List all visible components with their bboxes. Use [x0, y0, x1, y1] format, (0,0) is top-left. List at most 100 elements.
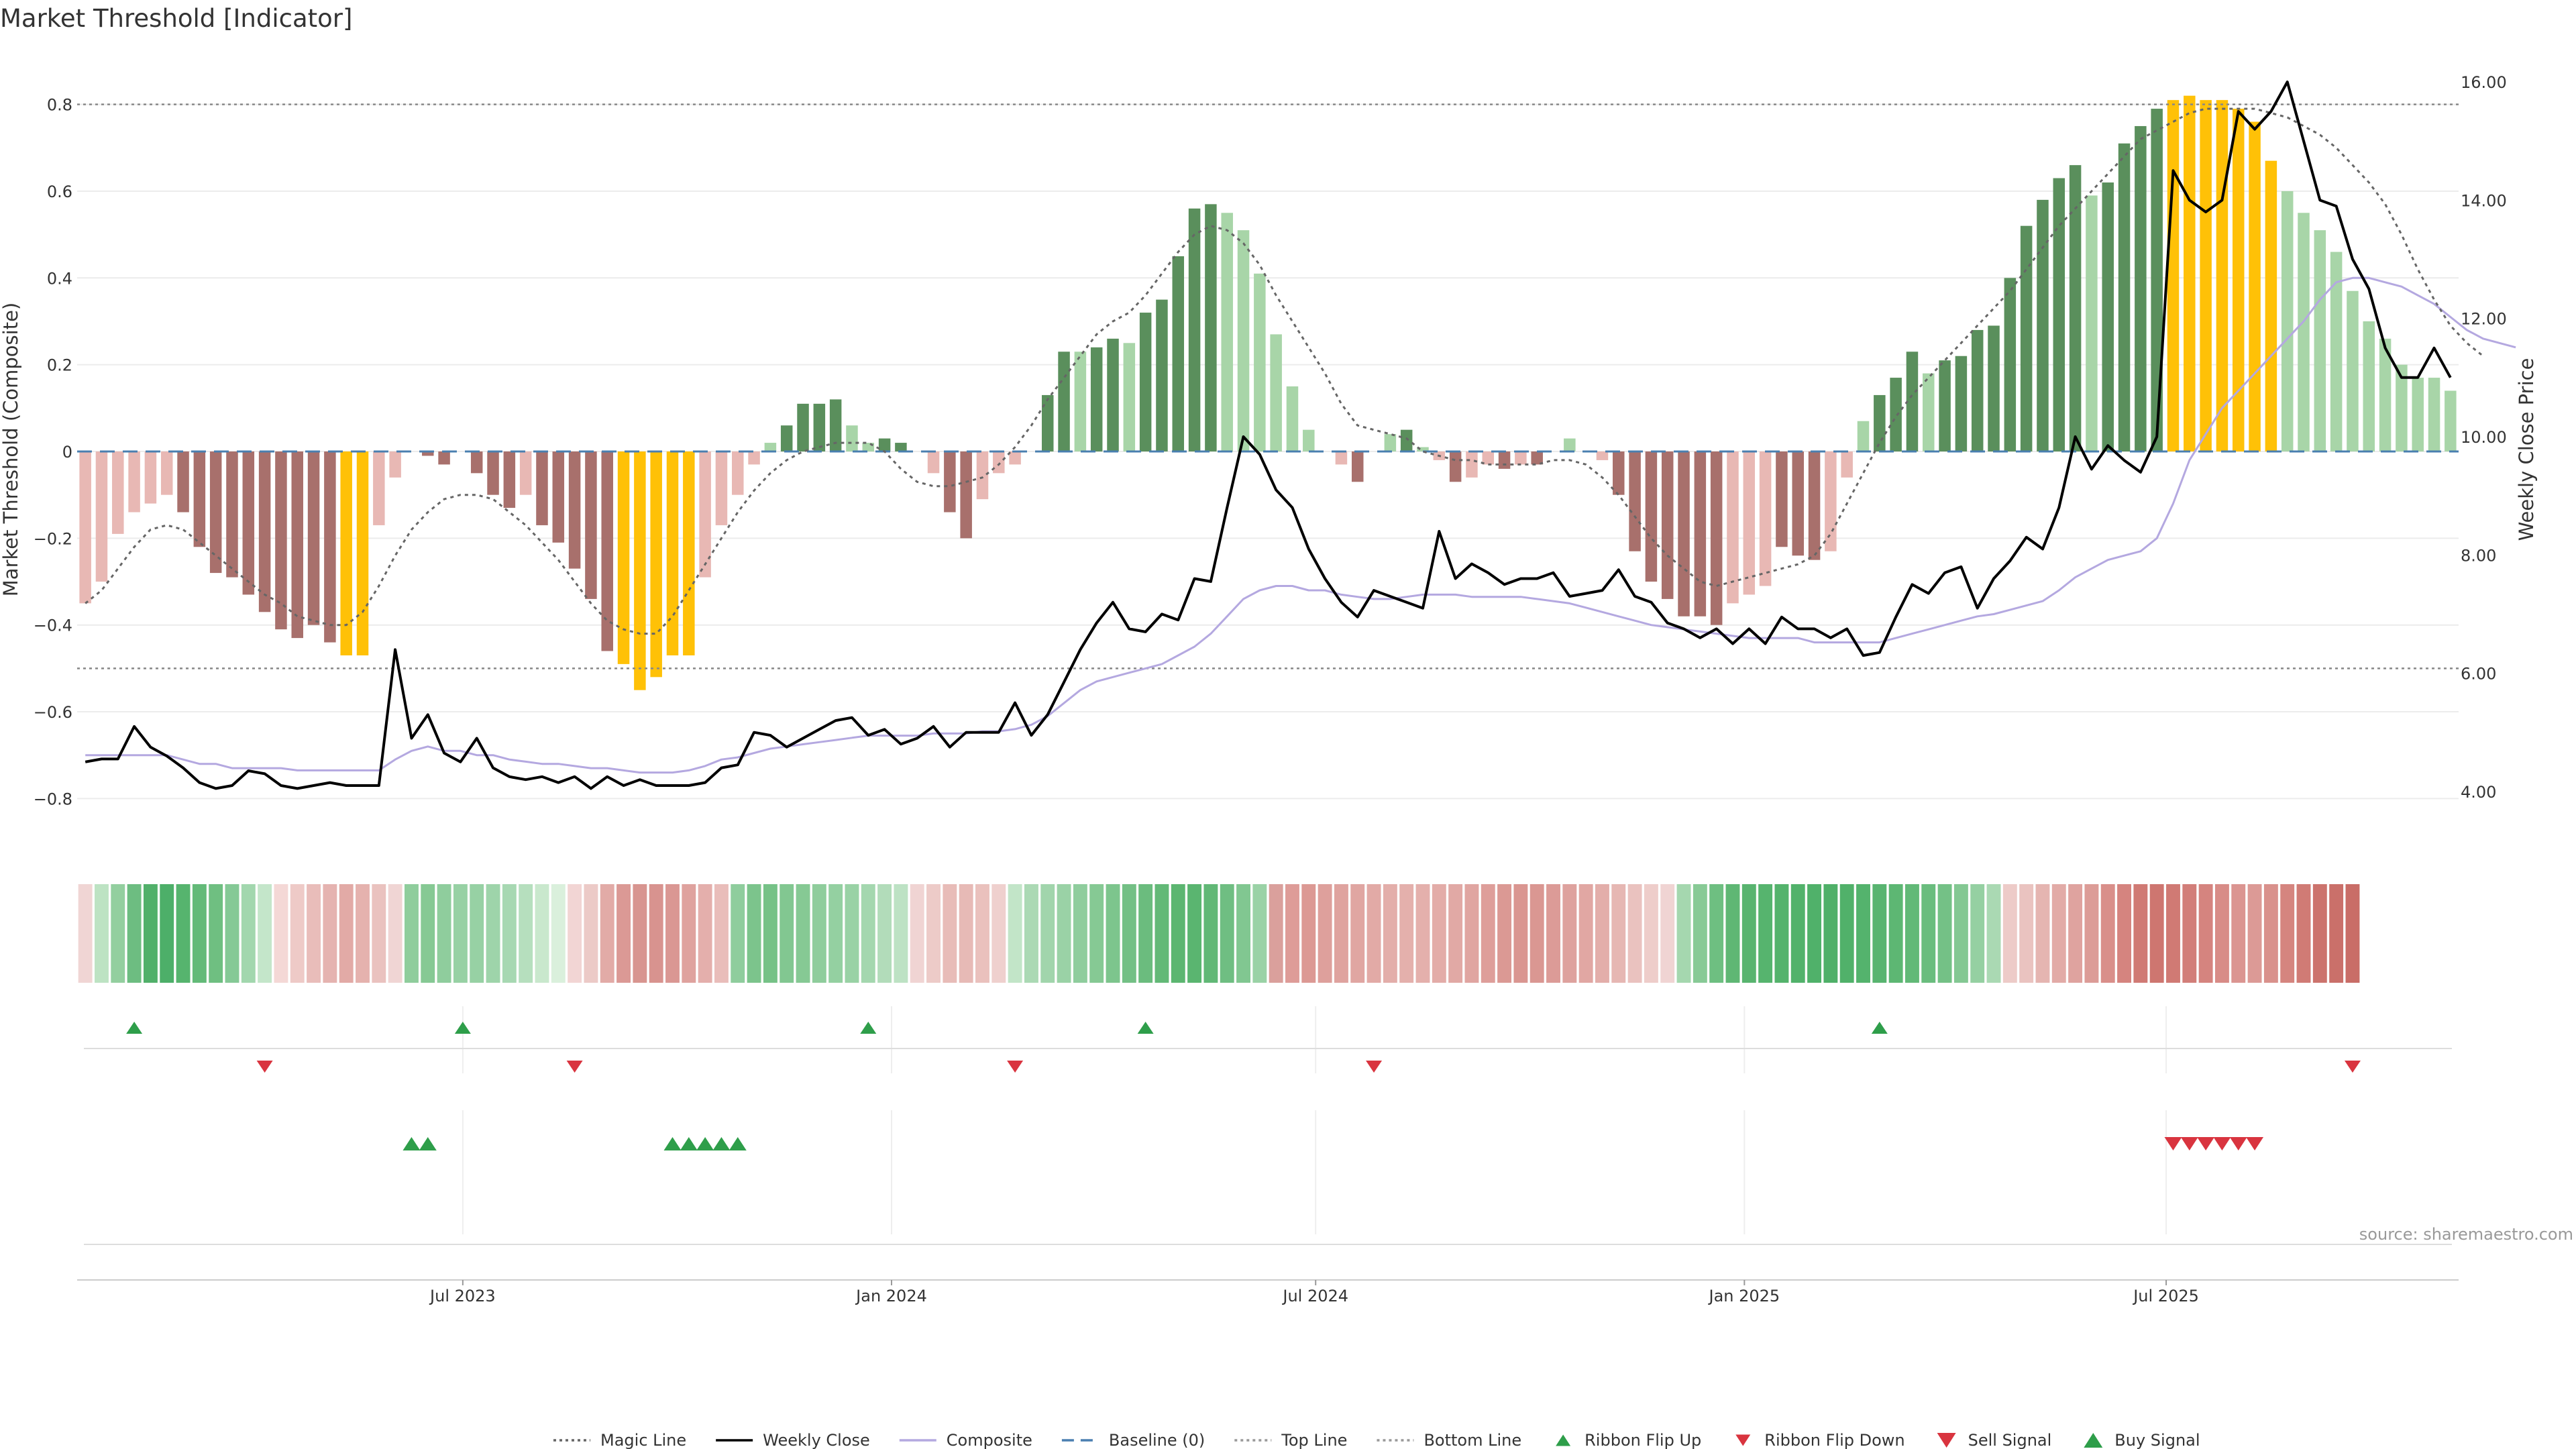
ribbon-cell	[1464, 884, 1479, 983]
ribbon-cell	[731, 884, 745, 983]
legend-label: Top Line	[1281, 1431, 1347, 1449]
composite-bar	[193, 451, 206, 547]
composite-bar	[813, 403, 826, 451]
composite-bar	[2102, 182, 2114, 451]
composite-bar	[242, 451, 255, 595]
ribbon-cell	[2149, 884, 2164, 983]
ribbon-cell	[2296, 884, 2311, 983]
composite-bar	[764, 443, 777, 451]
composite-bar	[1857, 421, 1870, 451]
ribbon-cell	[943, 884, 957, 983]
composite-bar	[797, 403, 809, 451]
composite-bar	[1874, 394, 1886, 451]
composite-bar	[1123, 343, 1136, 451]
ribbon-cell	[1725, 884, 1740, 983]
ribbon-cell	[274, 884, 288, 983]
ribbon-cell	[1285, 884, 1299, 983]
composite-bar	[307, 451, 320, 625]
composite-bar	[2037, 199, 2049, 451]
ribbon-cell	[714, 884, 729, 983]
composite-bar	[503, 451, 516, 508]
ribbon-cell	[2100, 884, 2115, 983]
buy-signal-marker	[680, 1137, 698, 1150]
ribbon-cell	[1187, 884, 1202, 983]
composite-bar	[2118, 143, 2131, 451]
buy-signal-marker	[712, 1137, 731, 1150]
ribbon-cell	[2312, 884, 2327, 983]
ribbon-cell	[1155, 884, 1169, 983]
ribbon-cell	[568, 884, 582, 983]
ribbon-cell	[1334, 884, 1348, 983]
ribbon-cell	[2117, 884, 2131, 983]
ribbon-cell	[1921, 884, 1936, 983]
ribbon-flip-up-marker	[860, 1022, 877, 1034]
composite-bar	[1139, 313, 1152, 451]
composite-bar	[2184, 95, 2196, 451]
trend-ribbon	[78, 884, 2360, 983]
ribbon-cell	[1595, 884, 1609, 983]
composite-bar	[1971, 329, 1984, 451]
ribbon-cell	[2345, 884, 2360, 983]
left-tick-label: −0.8	[34, 790, 72, 808]
composite-bar	[1303, 429, 1315, 451]
right-tick-label: 4.00	[2461, 783, 2496, 802]
ribbon-cell	[1122, 884, 1136, 983]
composite-bar	[2200, 100, 2212, 452]
ribbon-cell	[356, 884, 370, 983]
composite-bar	[1955, 356, 1968, 451]
ribbon-flip-up-marker	[1137, 1022, 1154, 1034]
left-tick-label: −0.6	[34, 703, 72, 722]
composite-bar	[2004, 278, 2017, 451]
ribbon-cell	[176, 884, 191, 983]
composite-bar	[829, 399, 842, 451]
left-tick-label: 0	[62, 443, 72, 462]
composite-bar	[487, 451, 499, 495]
reference-lines	[77, 103, 2459, 669]
legend-item: Weekly Close	[716, 1431, 870, 1449]
ribbon-cell	[1171, 884, 1185, 983]
legend-label: Composite	[947, 1431, 1032, 1449]
composite-bar	[340, 451, 352, 655]
composite-bar	[895, 443, 907, 451]
ribbon-cell	[339, 884, 354, 983]
left-tick-label: 0.2	[47, 356, 72, 375]
composite-bar	[1694, 451, 1707, 616]
ribbon-cell	[1448, 884, 1463, 983]
ribbon-cell	[649, 884, 663, 983]
ribbon-cell	[763, 884, 777, 983]
composite-bar	[1090, 347, 1103, 451]
composite-bar	[2053, 178, 2065, 451]
left-axis-title: Market Threshold (Composite)	[0, 303, 22, 596]
composite-bar	[1792, 451, 1804, 556]
legend-item: Sell Signal	[1937, 1431, 2051, 1449]
right-axis-ticks: 16.00 14.00 12.00 10.00 8.00 6.00 4.00	[2461, 73, 2507, 802]
composite-bar	[1058, 352, 1070, 451]
ribbon-cell	[421, 884, 435, 983]
ribbon-cell	[2002, 884, 2017, 983]
composite-bar	[1564, 438, 1576, 451]
sell-signal-marker	[2197, 1137, 2215, 1150]
ribbon-cell	[1024, 884, 1038, 983]
composite-bar	[2330, 252, 2343, 451]
ribbon-cell	[2247, 884, 2262, 983]
ribbon-cell	[372, 884, 386, 983]
composite-bar	[1906, 352, 1919, 451]
ribbon-cell	[959, 884, 973, 983]
composite-bar	[144, 451, 157, 504]
ribbon-cell	[910, 884, 924, 983]
composite-bar	[2232, 109, 2245, 451]
ribbon-cell	[975, 884, 989, 983]
composite-bar	[1400, 429, 1413, 451]
right-tick-label: 12.00	[2461, 310, 2507, 329]
ribbon-cell	[470, 884, 484, 983]
ribbon-cell	[551, 884, 566, 983]
ribbon-cell	[519, 884, 533, 983]
ribbon-cell	[1872, 884, 1887, 983]
composite-bar	[2445, 390, 2457, 451]
weekly-close-line	[85, 80, 2452, 790]
composite-bar	[944, 451, 956, 513]
legend-item: Ribbon Flip Up	[1556, 1431, 1701, 1449]
composite-bar	[438, 451, 450, 465]
composite-bar	[1009, 451, 1021, 465]
ribbon-cell	[502, 884, 517, 983]
